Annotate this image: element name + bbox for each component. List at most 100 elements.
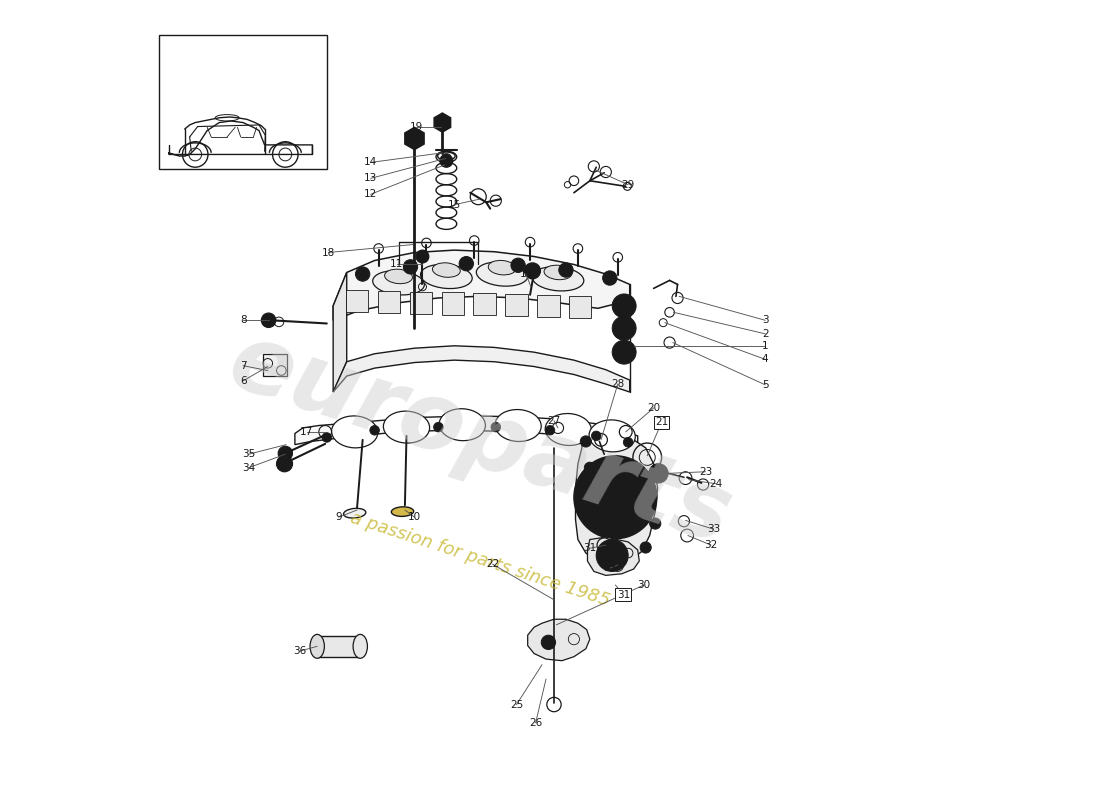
Text: 4: 4 [762, 354, 769, 364]
Text: 18: 18 [321, 247, 336, 258]
Bar [569, 295, 592, 318]
Polygon shape [434, 113, 451, 132]
Ellipse shape [546, 414, 592, 446]
Text: 36: 36 [293, 646, 306, 656]
Polygon shape [528, 619, 590, 661]
Bar [441, 292, 464, 314]
Circle shape [649, 464, 668, 483]
Text: 23: 23 [698, 466, 712, 477]
Text: 8: 8 [240, 315, 246, 326]
Polygon shape [333, 346, 629, 392]
Circle shape [597, 480, 632, 515]
Circle shape [613, 294, 636, 318]
Circle shape [583, 514, 594, 525]
Circle shape [370, 426, 379, 435]
Text: 1: 1 [762, 341, 769, 350]
Circle shape [278, 446, 293, 461]
Circle shape [322, 433, 331, 442]
Bar [345, 290, 368, 312]
Text: 30: 30 [638, 580, 650, 590]
Ellipse shape [392, 507, 414, 517]
Ellipse shape [420, 264, 472, 289]
Bar [409, 291, 432, 314]
Circle shape [584, 462, 595, 474]
Text: 14: 14 [364, 158, 377, 167]
Bar [377, 290, 400, 313]
Circle shape [459, 257, 473, 271]
Text: 12: 12 [364, 190, 377, 199]
Circle shape [585, 467, 646, 527]
Ellipse shape [488, 261, 516, 275]
Polygon shape [333, 273, 346, 392]
Circle shape [525, 263, 540, 279]
Text: 33: 33 [707, 524, 721, 534]
Polygon shape [405, 127, 425, 150]
Ellipse shape [384, 411, 430, 443]
Text: 17: 17 [300, 427, 313, 437]
Circle shape [491, 422, 501, 432]
Text: 22: 22 [486, 559, 499, 570]
Bar [505, 294, 528, 316]
Circle shape [510, 258, 526, 273]
Text: 10: 10 [408, 512, 421, 522]
Ellipse shape [385, 269, 412, 284]
Polygon shape [587, 537, 639, 575]
Text: a passion for parts since 1985: a passion for parts since 1985 [348, 509, 612, 610]
Text: 28: 28 [612, 379, 625, 389]
Text: 34: 34 [242, 462, 255, 473]
Text: 20: 20 [647, 403, 660, 413]
Text: 7: 7 [240, 361, 246, 370]
Text: 29: 29 [621, 180, 635, 190]
Text: 13: 13 [364, 174, 377, 183]
Circle shape [276, 456, 293, 472]
Text: 27: 27 [548, 416, 561, 426]
Text: 32: 32 [704, 540, 717, 550]
Ellipse shape [432, 263, 460, 278]
Circle shape [574, 456, 657, 538]
Bar [263, 354, 287, 376]
Polygon shape [575, 434, 658, 563]
Text: 3: 3 [762, 315, 769, 326]
Ellipse shape [373, 270, 425, 295]
Text: 16: 16 [519, 269, 532, 279]
Circle shape [559, 263, 573, 278]
Circle shape [355, 267, 370, 282]
Bar [160, 35, 327, 169]
Text: 11: 11 [390, 259, 404, 270]
Circle shape [592, 431, 601, 441]
Ellipse shape [331, 416, 377, 448]
Ellipse shape [532, 266, 584, 291]
Ellipse shape [353, 634, 367, 658]
Circle shape [596, 539, 628, 571]
Text: 21: 21 [654, 418, 668, 427]
Text: 9: 9 [336, 512, 342, 522]
Circle shape [613, 316, 636, 340]
Circle shape [581, 436, 592, 447]
Text: 2: 2 [762, 329, 769, 339]
Bar [317, 636, 361, 657]
Circle shape [620, 554, 631, 565]
Bar [537, 294, 560, 317]
Text: 26: 26 [529, 718, 542, 728]
Text: 24: 24 [710, 478, 723, 489]
Circle shape [541, 635, 556, 650]
Text: europarts: europarts [218, 315, 742, 564]
Text: 15: 15 [448, 200, 461, 210]
Ellipse shape [439, 409, 485, 441]
Circle shape [262, 313, 276, 327]
Circle shape [440, 154, 453, 167]
Text: 25: 25 [510, 699, 524, 710]
Text: 19: 19 [409, 122, 422, 131]
Text: 31: 31 [617, 590, 630, 599]
Circle shape [650, 518, 661, 529]
Circle shape [603, 271, 617, 285]
Circle shape [591, 547, 602, 558]
Ellipse shape [476, 262, 528, 286]
Circle shape [613, 340, 636, 364]
Circle shape [640, 542, 651, 553]
Circle shape [433, 422, 443, 432]
Text: 33: 33 [603, 563, 616, 574]
Text: 31: 31 [583, 543, 596, 554]
Circle shape [592, 474, 639, 521]
Ellipse shape [544, 265, 572, 280]
